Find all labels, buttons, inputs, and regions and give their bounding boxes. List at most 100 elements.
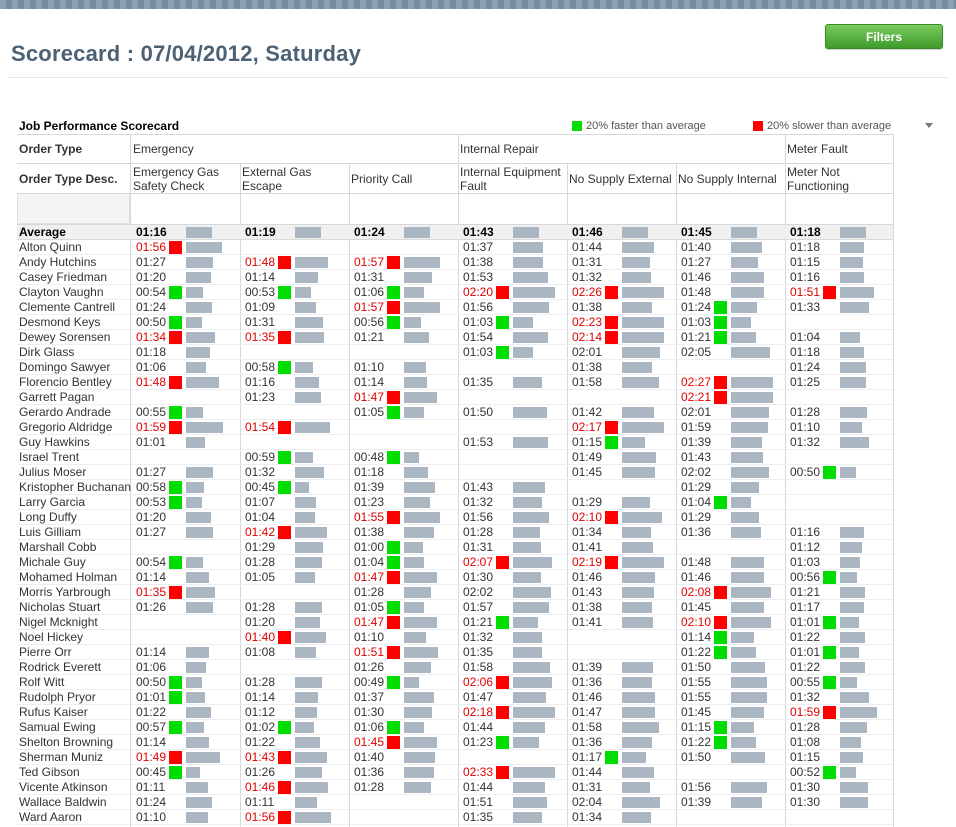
duration-bar xyxy=(513,527,540,538)
duration-bar xyxy=(731,242,762,253)
duration-bar xyxy=(731,392,773,403)
time-value: 01:36 xyxy=(681,525,712,539)
time-value: 00:55 xyxy=(136,405,167,419)
duration-bar xyxy=(295,692,318,703)
faster-indicator xyxy=(169,766,182,779)
duration-bar xyxy=(622,767,654,778)
duration-bar xyxy=(404,662,431,673)
duration-bar xyxy=(404,527,434,538)
time-value: 01:20 xyxy=(136,510,167,524)
duration-bar xyxy=(186,377,219,388)
duration-bar xyxy=(295,572,315,583)
time-value: 01:23 xyxy=(354,495,385,509)
slower-indicator xyxy=(496,556,509,569)
filters-button[interactable]: Filters xyxy=(825,24,943,49)
time-value: 01:21 xyxy=(354,330,385,344)
slower-indicator xyxy=(605,511,618,524)
time-value: 01:29 xyxy=(245,540,276,554)
time-value: 00:45 xyxy=(245,480,276,494)
duration-bar xyxy=(513,617,538,628)
faster-indicator xyxy=(278,721,291,734)
time-value: 01:44 xyxy=(572,240,603,254)
duration-bar xyxy=(622,617,653,628)
duration-bar xyxy=(295,797,317,808)
time-value: 01:04 xyxy=(681,495,712,509)
table-row: Garrett Pagan 01:23 01:47 02:21 xyxy=(17,390,893,405)
duration-bar xyxy=(840,422,862,433)
slower-indicator xyxy=(278,781,291,794)
time-value: 01:43 xyxy=(463,480,494,494)
time-value: 01:29 xyxy=(681,510,712,524)
duration-bar xyxy=(622,737,652,748)
time-value: 01:31 xyxy=(572,780,603,794)
table-row: Israel Trent 00:59 00:48 01:49 01:43 xyxy=(17,450,893,465)
table-row: Nicholas Stuart 01:26 01:28 01:05 01:57 01:38… xyxy=(17,600,893,615)
time-value: 02:21 xyxy=(681,390,712,404)
duration-bar xyxy=(622,587,654,598)
faster-indicator xyxy=(823,676,836,689)
technician-name: Kristopher Buchanan xyxy=(19,480,132,494)
time-value: 01:48 xyxy=(681,555,712,569)
table-row: Desmond Keys 00:50 01:31 00:56 01:03 02:23 01:… xyxy=(17,315,893,330)
faster-indicator xyxy=(278,451,291,464)
duration-bar xyxy=(840,407,867,418)
duration-bar xyxy=(513,692,546,703)
duration-bar xyxy=(295,782,328,793)
technician-name: Clayton Vaughn xyxy=(19,285,104,299)
time-value: 02:14 xyxy=(572,330,603,344)
faster-indicator xyxy=(605,751,618,764)
table-row: Pierre Orr 01:14 01:08 01:51 01:35 01:22 01:01 xyxy=(17,645,893,660)
time-value: 01:55 xyxy=(681,690,712,704)
time-value: 01:16 xyxy=(245,375,276,389)
slower-indicator xyxy=(278,421,291,434)
duration-bar xyxy=(404,272,432,283)
technician-name: Andy Hutchins xyxy=(19,255,97,269)
time-value: 01:11 xyxy=(245,795,275,809)
time-value: 01:24 xyxy=(136,300,167,314)
technician-name: Florencio Bentley xyxy=(19,375,112,389)
faster-indicator xyxy=(169,286,182,299)
table-row: Clayton Vaughn 00:54 00:53 01:06 02:20 02:26 0… xyxy=(17,285,893,300)
table-row: Kristopher Buchanan 00:58 00:45 01:39 01:43 0… xyxy=(17,480,893,495)
chevron-down-icon[interactable] xyxy=(925,123,933,128)
duration-bar xyxy=(404,767,434,778)
slower-indicator xyxy=(496,766,509,779)
faster-indicator xyxy=(387,721,400,734)
duration-bar xyxy=(513,572,541,583)
duration-bar xyxy=(513,812,542,823)
time-value: 01:47 xyxy=(463,690,494,704)
duration-bar xyxy=(840,617,859,628)
time-value: 01:34 xyxy=(572,525,603,539)
faster-indicator xyxy=(496,346,509,359)
time-value: 01:23 xyxy=(245,390,276,404)
technician-name: Noel Hickey xyxy=(19,630,84,644)
duration-bar xyxy=(513,242,543,253)
duration-bar xyxy=(840,797,868,808)
duration-bar xyxy=(731,467,769,478)
duration-bar xyxy=(186,662,206,673)
time-value: 01:47 xyxy=(354,570,385,584)
column-divider xyxy=(130,134,131,827)
faster-indicator xyxy=(169,316,182,329)
faster-indicator xyxy=(823,616,836,629)
row-divider xyxy=(17,134,893,135)
legend-slow-label: 20% slower than average xyxy=(767,120,892,132)
time-value: 01:54 xyxy=(245,420,276,434)
slower-indicator xyxy=(169,421,182,434)
duration-bar xyxy=(622,257,650,268)
table-row: Dirk Glass 01:18 01:03 02:01 02:05 01:18 xyxy=(17,345,893,360)
time-value: 01:35 xyxy=(245,330,276,344)
duration-bar xyxy=(186,797,212,808)
duration-bar xyxy=(404,452,419,463)
technician-name: Israel Trent xyxy=(19,450,80,464)
duration-bar xyxy=(622,572,655,583)
time-value: 01:22 xyxy=(790,630,821,644)
time-value: 02:19 xyxy=(572,555,603,569)
duration-bar xyxy=(840,467,856,478)
slower-indicator xyxy=(714,586,727,599)
duration-bar xyxy=(295,317,323,328)
page-title: Scorecard : 07/04/2012, Saturday xyxy=(11,41,362,66)
average-label: Average xyxy=(19,225,66,239)
duration-bar xyxy=(731,662,765,673)
faster-indicator xyxy=(714,631,727,644)
